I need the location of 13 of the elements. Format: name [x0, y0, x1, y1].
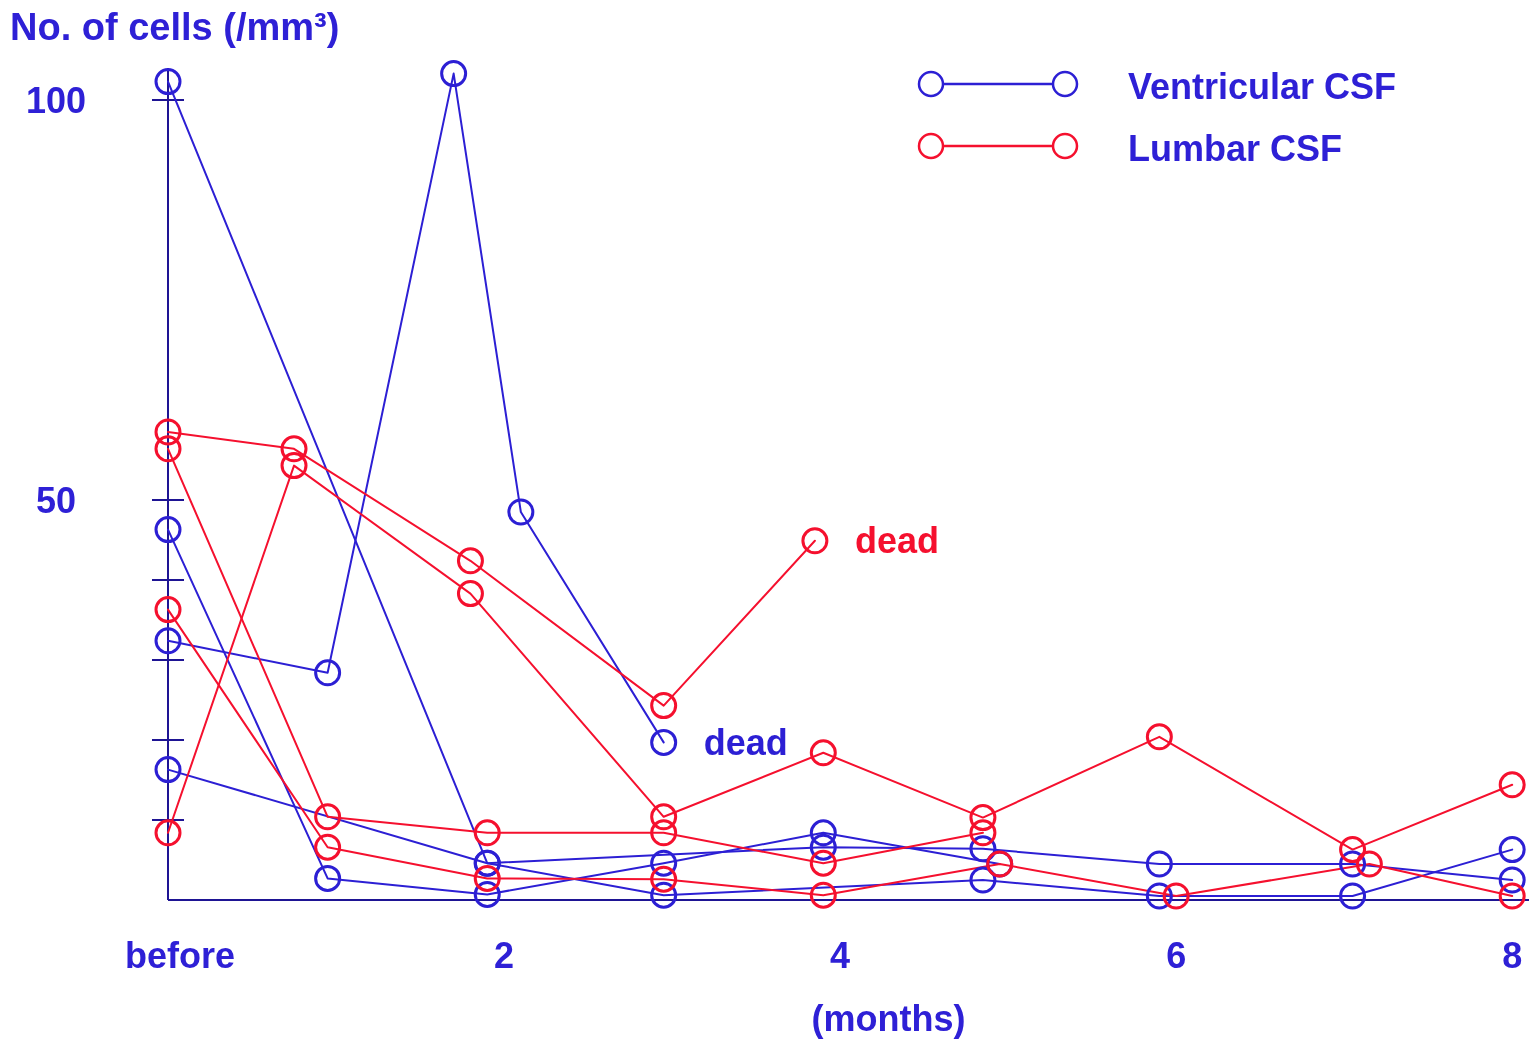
y-tick-label: 50 [35, 479, 77, 521]
y-axis-title: No. of cells (/mm³) [10, 6, 340, 48]
x-tick-label: 6 [1166, 934, 1187, 976]
legend-label: Lumbar CSF [1128, 127, 1343, 169]
x-tick-label: before [124, 934, 236, 976]
x-tick-label: 8 [1502, 934, 1523, 976]
x-tick-label: 4 [830, 934, 851, 976]
annotation: dead [854, 520, 939, 562]
x-axis-title: (months) [811, 997, 966, 1039]
y-tick-label: 100 [25, 79, 87, 121]
annotation: dead [703, 721, 788, 763]
legend-label: Ventricular CSF [1128, 65, 1397, 107]
x-tick-label: 2 [494, 934, 515, 976]
